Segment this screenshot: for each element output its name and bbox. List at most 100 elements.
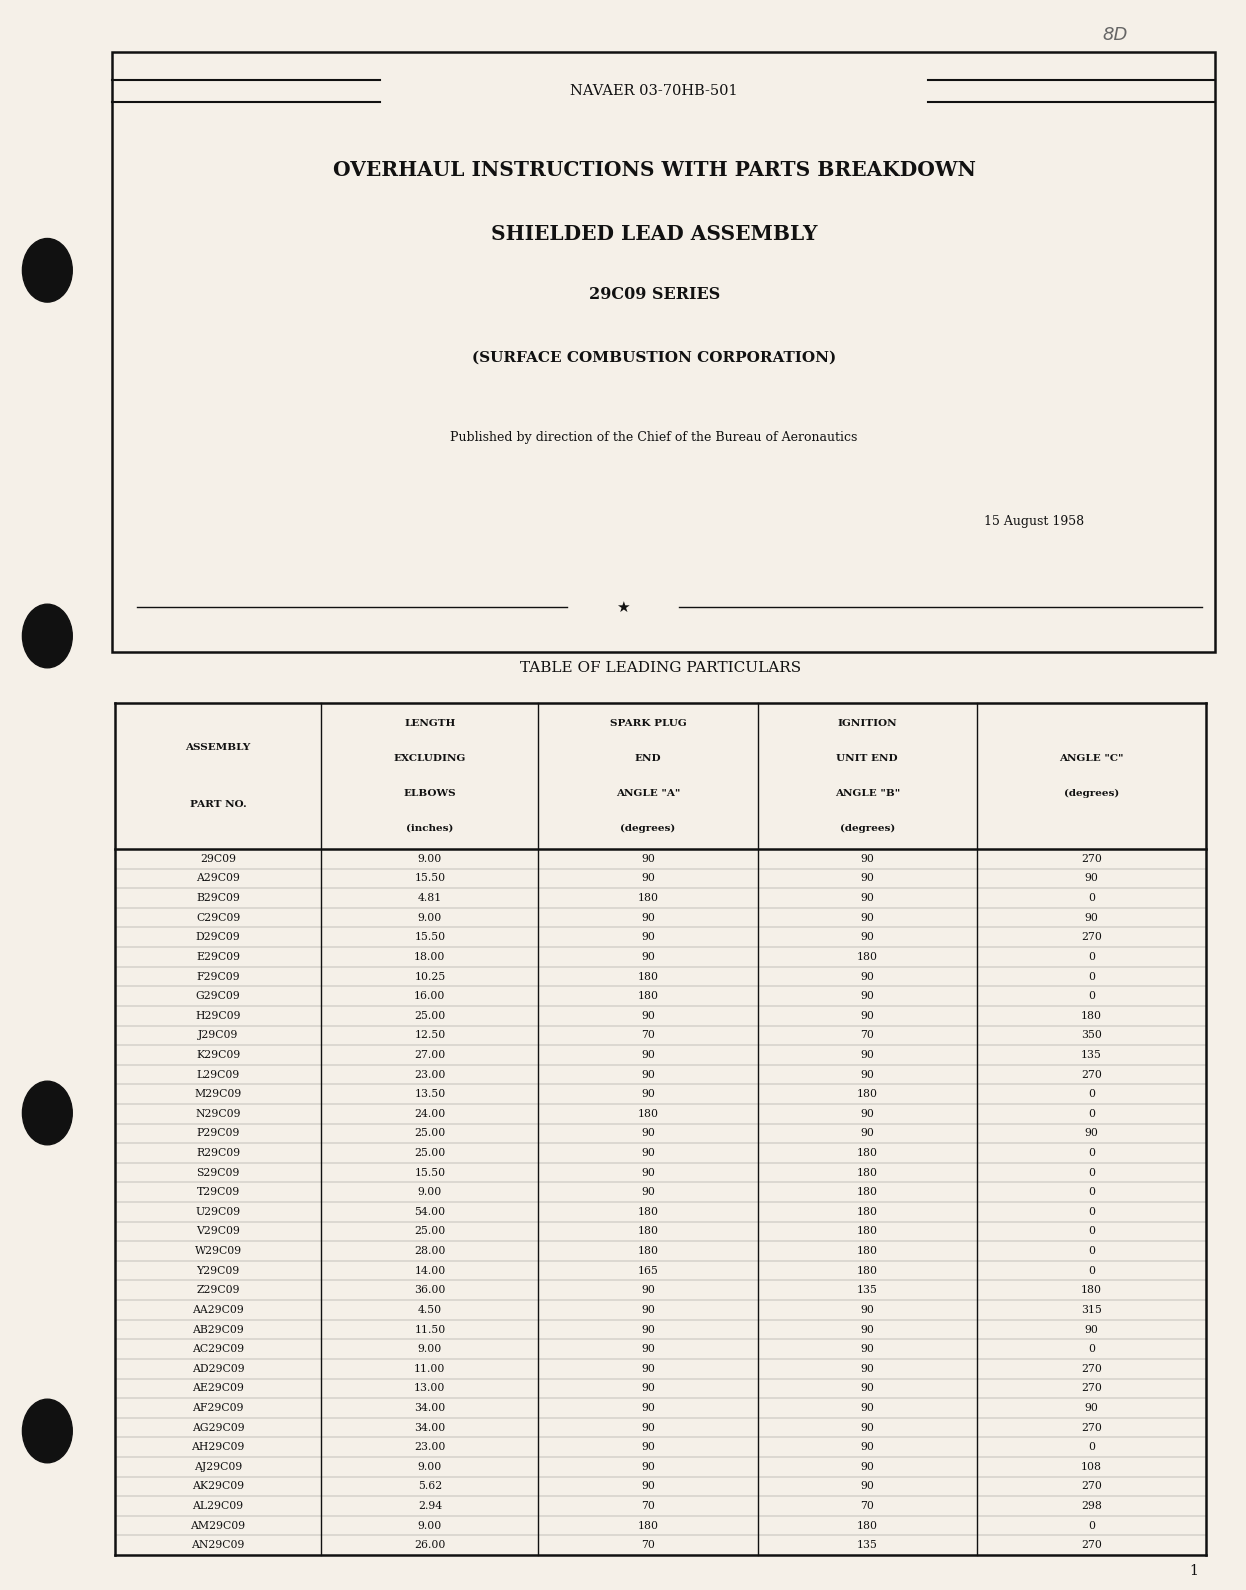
Text: END: END <box>634 754 662 763</box>
Text: 90: 90 <box>640 1011 655 1021</box>
Text: W29C09: W29C09 <box>194 1247 242 1256</box>
Text: 0: 0 <box>1088 1266 1095 1275</box>
Text: 180: 180 <box>638 894 658 903</box>
Text: 54.00: 54.00 <box>415 1207 445 1216</box>
Text: 0: 0 <box>1088 952 1095 962</box>
Text: AD29C09: AD29C09 <box>192 1364 244 1374</box>
Text: 90: 90 <box>640 1049 655 1061</box>
Text: (inches): (inches) <box>406 824 454 833</box>
Text: 9.00: 9.00 <box>417 1344 442 1355</box>
Text: 70: 70 <box>860 1501 875 1510</box>
Text: 1: 1 <box>1190 1565 1199 1577</box>
Text: N29C09: N29C09 <box>196 1108 240 1119</box>
Text: 90: 90 <box>1084 1129 1099 1138</box>
Text: 90: 90 <box>1084 1324 1099 1334</box>
Text: Z29C09: Z29C09 <box>197 1285 239 1296</box>
Text: SPARK PLUG: SPARK PLUG <box>609 719 687 728</box>
Text: 90: 90 <box>860 913 875 922</box>
Text: 0: 0 <box>1088 971 1095 981</box>
Text: 90: 90 <box>640 1305 655 1315</box>
Text: 36.00: 36.00 <box>414 1285 446 1296</box>
Text: 90: 90 <box>1084 873 1099 884</box>
Text: 180: 180 <box>857 1167 877 1178</box>
Text: (degrees): (degrees) <box>1064 789 1119 798</box>
Text: 180: 180 <box>1082 1011 1101 1021</box>
Text: 25.00: 25.00 <box>414 1226 446 1237</box>
Text: 27.00: 27.00 <box>414 1049 446 1061</box>
Bar <box>112 52 1215 652</box>
Text: 9.00: 9.00 <box>417 1188 442 1197</box>
Text: 350: 350 <box>1082 1030 1101 1040</box>
Text: 4.81: 4.81 <box>417 894 442 903</box>
Text: 23.00: 23.00 <box>414 1442 446 1452</box>
Text: (degrees): (degrees) <box>621 824 675 833</box>
Text: AC29C09: AC29C09 <box>192 1344 244 1355</box>
Text: ANGLE "C": ANGLE "C" <box>1059 754 1124 763</box>
Text: G29C09: G29C09 <box>196 991 240 1002</box>
Text: 4.50: 4.50 <box>417 1305 442 1315</box>
Text: Y29C09: Y29C09 <box>197 1266 239 1275</box>
Text: 90: 90 <box>860 1108 875 1119</box>
Text: T29C09: T29C09 <box>197 1188 239 1197</box>
Text: 90: 90 <box>640 913 655 922</box>
Text: 13.00: 13.00 <box>414 1383 446 1393</box>
Text: AG29C09: AG29C09 <box>192 1423 244 1433</box>
Circle shape <box>22 1399 72 1463</box>
Text: 90: 90 <box>860 1129 875 1138</box>
Text: 90: 90 <box>860 991 875 1002</box>
Text: AE29C09: AE29C09 <box>192 1383 244 1393</box>
Text: Published by direction of the Chief of the Bureau of Aeronautics: Published by direction of the Chief of t… <box>451 431 857 444</box>
Text: 90: 90 <box>640 1423 655 1433</box>
Text: A29C09: A29C09 <box>196 873 240 884</box>
Text: M29C09: M29C09 <box>194 1089 242 1099</box>
Text: 165: 165 <box>638 1266 658 1275</box>
Text: 180: 180 <box>857 1247 877 1256</box>
Text: 9.00: 9.00 <box>417 913 442 922</box>
Text: 90: 90 <box>640 1442 655 1452</box>
Text: 180: 180 <box>857 1207 877 1216</box>
Text: E29C09: E29C09 <box>196 952 240 962</box>
Text: 15.50: 15.50 <box>415 873 445 884</box>
Text: 270: 270 <box>1082 1364 1101 1374</box>
Text: (degrees): (degrees) <box>840 824 895 833</box>
Text: 28.00: 28.00 <box>414 1247 446 1256</box>
Text: J29C09: J29C09 <box>198 1030 238 1040</box>
Text: 0: 0 <box>1088 1108 1095 1119</box>
Text: 90: 90 <box>860 1324 875 1334</box>
Text: 180: 180 <box>857 1089 877 1099</box>
Text: ANGLE "B": ANGLE "B" <box>835 789 900 798</box>
Text: 8D: 8D <box>1103 25 1128 45</box>
Text: 90: 90 <box>640 952 655 962</box>
Text: F29C09: F29C09 <box>196 971 240 981</box>
Text: B29C09: B29C09 <box>196 894 240 903</box>
Text: 90: 90 <box>640 1167 655 1178</box>
Text: AM29C09: AM29C09 <box>191 1520 245 1531</box>
Text: S29C09: S29C09 <box>197 1167 239 1178</box>
Text: AL29C09: AL29C09 <box>192 1501 244 1510</box>
Text: 70: 70 <box>640 1501 655 1510</box>
Text: AA29C09: AA29C09 <box>192 1305 244 1315</box>
Text: LENGTH: LENGTH <box>404 719 456 728</box>
Text: 24.00: 24.00 <box>414 1108 446 1119</box>
Text: 0: 0 <box>1088 1442 1095 1452</box>
Text: 90: 90 <box>860 854 875 863</box>
Text: 34.00: 34.00 <box>414 1402 446 1414</box>
Text: 270: 270 <box>1082 1423 1101 1433</box>
Text: 135: 135 <box>1082 1049 1101 1061</box>
Text: 180: 180 <box>638 1247 658 1256</box>
Text: EXCLUDING: EXCLUDING <box>394 754 466 763</box>
Text: 180: 180 <box>638 1207 658 1216</box>
Text: UNIT END: UNIT END <box>836 754 898 763</box>
Text: 90: 90 <box>860 1049 875 1061</box>
Text: 11.00: 11.00 <box>414 1364 446 1374</box>
Text: 0: 0 <box>1088 1520 1095 1531</box>
Text: 180: 180 <box>857 1266 877 1275</box>
Text: 18.00: 18.00 <box>414 952 446 962</box>
Text: 90: 90 <box>640 1070 655 1080</box>
Text: 180: 180 <box>638 1520 658 1531</box>
Circle shape <box>22 604 72 668</box>
Text: 0: 0 <box>1088 1247 1095 1256</box>
Text: 25.00: 25.00 <box>414 1129 446 1138</box>
Text: 90: 90 <box>640 1344 655 1355</box>
Text: 315: 315 <box>1082 1305 1101 1315</box>
